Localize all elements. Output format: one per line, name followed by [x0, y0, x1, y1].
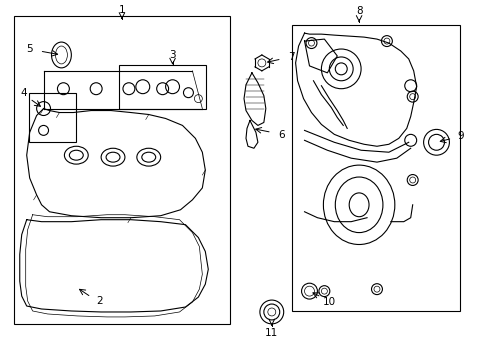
Text: 9: 9 — [457, 131, 464, 141]
Text: 10: 10 — [323, 297, 336, 307]
Bar — [14, 16, 230, 324]
Text: 6: 6 — [278, 130, 285, 140]
Bar — [29, 93, 76, 142]
Text: 7: 7 — [288, 52, 295, 62]
Text: 5: 5 — [26, 44, 33, 54]
Text: 3: 3 — [169, 50, 176, 60]
Bar — [119, 65, 206, 109]
Bar — [292, 25, 460, 311]
Text: 2: 2 — [96, 296, 102, 306]
Text: 4: 4 — [21, 88, 27, 98]
Text: 8: 8 — [356, 6, 363, 16]
Text: 11: 11 — [265, 328, 278, 338]
Text: 1: 1 — [119, 5, 125, 15]
